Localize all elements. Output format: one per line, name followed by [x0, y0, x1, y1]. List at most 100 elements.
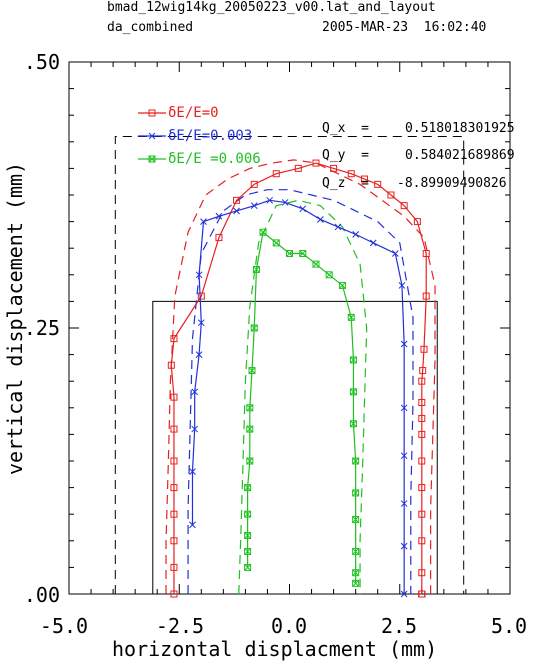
x-axis-label: horizontal displacment (mm) — [112, 637, 438, 661]
series-2-point-cross — [244, 484, 251, 491]
series-2-point — [250, 324, 258, 332]
series-1-point — [215, 212, 223, 220]
series-2-point — [248, 367, 256, 375]
series-0-point — [170, 457, 178, 465]
series-2-point-cross — [244, 548, 251, 555]
dashed-envelope-1 — [187, 189, 414, 594]
tune-value-z: -8.89909490826 — [397, 176, 507, 191]
series-0-point — [418, 398, 426, 406]
series-1-point — [400, 500, 408, 507]
plot-subtitle: da_combined — [107, 20, 194, 35]
series-1-point — [352, 231, 360, 238]
series-2-point — [352, 489, 360, 497]
x-tick-label-1: -2.5 — [155, 614, 205, 638]
series-0-point — [170, 510, 178, 518]
series-1-point — [233, 207, 240, 215]
series-2-point-cross — [244, 564, 251, 571]
legend-marker-2-cross — [148, 155, 156, 163]
series-2-point — [352, 579, 360, 587]
series-2-point — [325, 271, 333, 279]
series-0-point — [250, 180, 258, 188]
series-1-point — [197, 319, 205, 327]
series-2-point-cross — [352, 548, 360, 555]
dashed-envelope-0 — [165, 159, 436, 594]
series-1-point — [189, 468, 196, 475]
series-2-point — [244, 510, 252, 518]
series-0-point — [418, 590, 426, 598]
tune-label-x: Q_x = — [322, 121, 369, 136]
series-1-point — [391, 250, 399, 257]
series-2-point-cross — [299, 250, 307, 257]
series-0-point — [233, 196, 241, 204]
series-0-point — [170, 590, 178, 598]
series-2-point-cross — [352, 516, 360, 523]
series-0-point — [272, 170, 280, 178]
series-2-point — [352, 569, 360, 577]
series-1-point — [281, 199, 289, 206]
series-2-point-cross — [347, 314, 355, 321]
series-1-point — [400, 404, 408, 412]
series-2-point-cross — [246, 404, 254, 412]
series-2-point-cross — [286, 250, 293, 257]
series-2-point-cross — [325, 271, 333, 279]
series-2-point — [246, 425, 254, 433]
series-2-point — [244, 484, 252, 492]
series-2-point-cross — [250, 324, 258, 332]
series-0-point — [413, 218, 421, 226]
series-2-point-cross — [350, 388, 357, 396]
series-1-point — [200, 218, 207, 225]
series-0-point — [418, 430, 426, 438]
series-1-point — [398, 282, 406, 289]
series-1-point — [400, 590, 408, 598]
series-1-point — [299, 205, 307, 213]
series-line-0 — [170, 162, 427, 594]
series-2-point — [352, 516, 360, 524]
series-2-point-cross — [253, 266, 260, 273]
series-2-point — [352, 547, 360, 555]
series-0-point — [170, 563, 178, 571]
series-0-point — [419, 367, 427, 375]
series-0-point — [170, 335, 178, 343]
series-2-point — [272, 239, 280, 247]
dashed-envelope-2 — [238, 199, 368, 595]
x-tick-label-0: -5.0 — [39, 614, 89, 638]
series-2-point-cross — [248, 367, 256, 374]
series-2-point — [299, 250, 307, 258]
y-tick-label-0: .00 — [23, 583, 60, 607]
series-1-point — [317, 216, 324, 223]
series-0-point — [360, 175, 368, 183]
series-1-point — [195, 351, 203, 358]
tune-value-y: 0.584021689869 — [405, 148, 515, 163]
series-0-point — [215, 234, 223, 242]
series-1-point — [191, 388, 199, 396]
legend-label-2: δE/E =0.006 — [168, 151, 261, 167]
series-2-point-cross — [352, 580, 360, 587]
series-0-point — [418, 569, 426, 577]
tune-label-z: Q_z = — [322, 176, 369, 191]
series-2-point — [347, 313, 355, 321]
reference-box-dashed — [114, 135, 465, 594]
series-2-point — [259, 228, 267, 236]
legend-marker-1 — [148, 132, 156, 140]
legend-label-0: δE/E=0 — [168, 105, 219, 121]
y-tick-label-1: .25 — [23, 316, 60, 340]
series-1-point — [334, 223, 342, 231]
series-2-point-cross — [259, 228, 267, 236]
x-tick-label-3: 2.5 — [380, 614, 418, 638]
series-0-point — [170, 393, 178, 401]
series-0-point — [418, 457, 426, 465]
series-2-point — [312, 260, 320, 268]
series-0-point — [387, 191, 395, 199]
series-1-point — [369, 239, 377, 247]
series-0-point — [167, 361, 175, 369]
series-0-point — [294, 164, 302, 172]
series-0-point — [170, 484, 178, 492]
series-2-point — [338, 281, 346, 289]
legend-label-1: δE/E=0.003 — [168, 128, 253, 144]
series-0-point — [400, 202, 408, 210]
series-1-point — [400, 452, 408, 460]
series-1-point — [250, 202, 258, 209]
series-0-point — [422, 250, 430, 258]
x-tick-label-4: 5.0 — [490, 614, 528, 638]
